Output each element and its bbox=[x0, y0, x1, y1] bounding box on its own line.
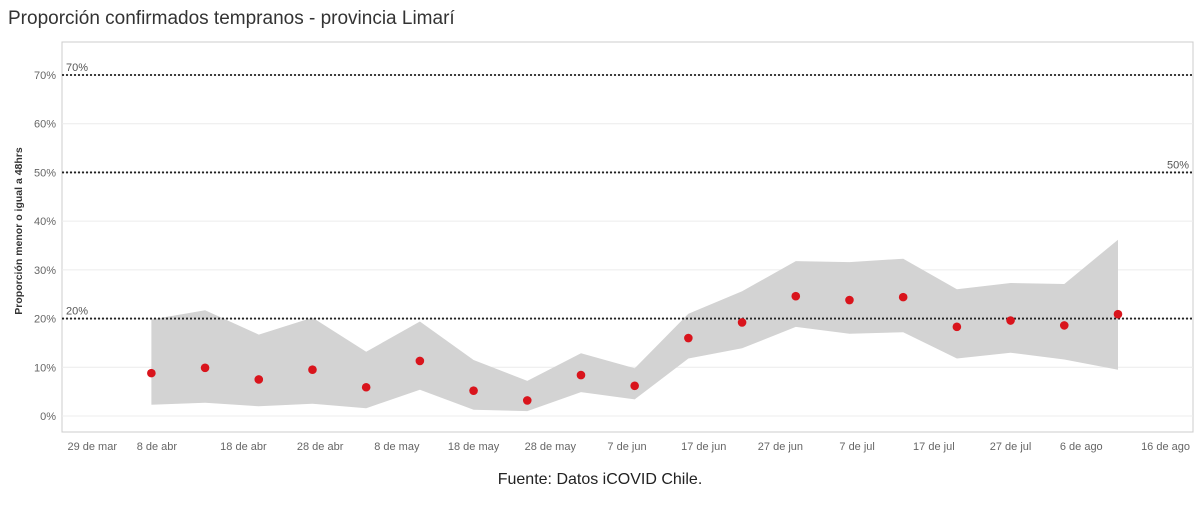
data-point-18 bbox=[1113, 309, 1123, 319]
data-point-13 bbox=[845, 295, 854, 305]
confidence-band bbox=[151, 239, 1118, 412]
data-point-5 bbox=[415, 356, 425, 366]
y-tick-label-0: 0% bbox=[40, 411, 56, 423]
data-point-17 bbox=[1059, 321, 1069, 330]
x-tick-label-7: 7 de jun bbox=[607, 441, 646, 453]
data-points bbox=[147, 291, 1123, 405]
data-point-4 bbox=[361, 382, 371, 392]
x-tick-label-8: 17 de jun bbox=[681, 441, 726, 453]
y-tick-label-5: 50% bbox=[34, 167, 56, 179]
data-point-1 bbox=[200, 363, 210, 373]
data-point-10 bbox=[684, 333, 693, 343]
x-tick-label-2: 18 de abr bbox=[220, 441, 267, 453]
y-axis-ticks: 0% 10% 20% 30% 40% 50% 60% 70% bbox=[34, 70, 56, 423]
x-tick-label-11: 17 de jul bbox=[913, 441, 955, 453]
x-tick-label-4: 8 de may bbox=[374, 441, 420, 453]
data-point-8 bbox=[576, 370, 586, 380]
y-tick-label-3: 30% bbox=[34, 265, 56, 277]
x-tick-label-10: 7 de jul bbox=[839, 441, 874, 453]
y-tick-label-4: 40% bbox=[34, 216, 56, 228]
data-point-14 bbox=[898, 292, 908, 302]
x-tick-label-3: 28 de abr bbox=[297, 441, 344, 453]
y-axis-label: Proporción menor o igual a 48hrs bbox=[13, 147, 25, 315]
data-point-0 bbox=[147, 368, 156, 378]
data-point-3 bbox=[308, 365, 317, 375]
data-point-6 bbox=[469, 386, 478, 395]
x-tick-label-0: 29 de mar bbox=[67, 441, 117, 453]
x-tick-label-12: 27 de jul bbox=[990, 441, 1032, 453]
data-point-2 bbox=[254, 375, 264, 384]
y-tick-label-1: 10% bbox=[34, 362, 56, 374]
reference-line-label-50: 50% bbox=[1167, 159, 1189, 171]
plot-frame bbox=[61, 41, 1194, 433]
reference-lines: 70% 50% 20% bbox=[62, 62, 1193, 320]
reference-line-label-70: 70% bbox=[66, 62, 88, 74]
data-point-7 bbox=[522, 396, 532, 405]
data-point-9 bbox=[630, 381, 639, 391]
y-tick-label-6: 60% bbox=[34, 119, 56, 131]
x-axis-ticks: 29 de mar 8 de abr 18 de abr 28 de abr 8 de … bbox=[67, 441, 1190, 453]
data-point-15 bbox=[952, 322, 962, 332]
y-tick-label-2: 20% bbox=[34, 314, 56, 326]
x-tick-label-1: 8 de abr bbox=[137, 441, 178, 453]
reference-line-label-20: 20% bbox=[66, 306, 88, 318]
data-point-12 bbox=[791, 291, 801, 301]
chart-title: Proporción confirmados tempranos - provi… bbox=[8, 8, 455, 29]
x-tick-label-9: 27 de jun bbox=[758, 441, 803, 453]
confidence-band-area bbox=[151, 239, 1118, 412]
data-point-11 bbox=[737, 318, 747, 327]
x-tick-label-6: 28 de may bbox=[525, 441, 577, 453]
y-tick-label-7: 70% bbox=[34, 70, 56, 82]
x-tick-label-13: 6 de ago bbox=[1060, 441, 1103, 453]
x-tick-label-5: 18 de may bbox=[448, 441, 500, 453]
source-note: Fuente: Datos iCOVID Chile. bbox=[497, 471, 703, 488]
x-tick-label-14: 16 de ago bbox=[1141, 441, 1190, 453]
data-point-16 bbox=[1006, 316, 1015, 325]
